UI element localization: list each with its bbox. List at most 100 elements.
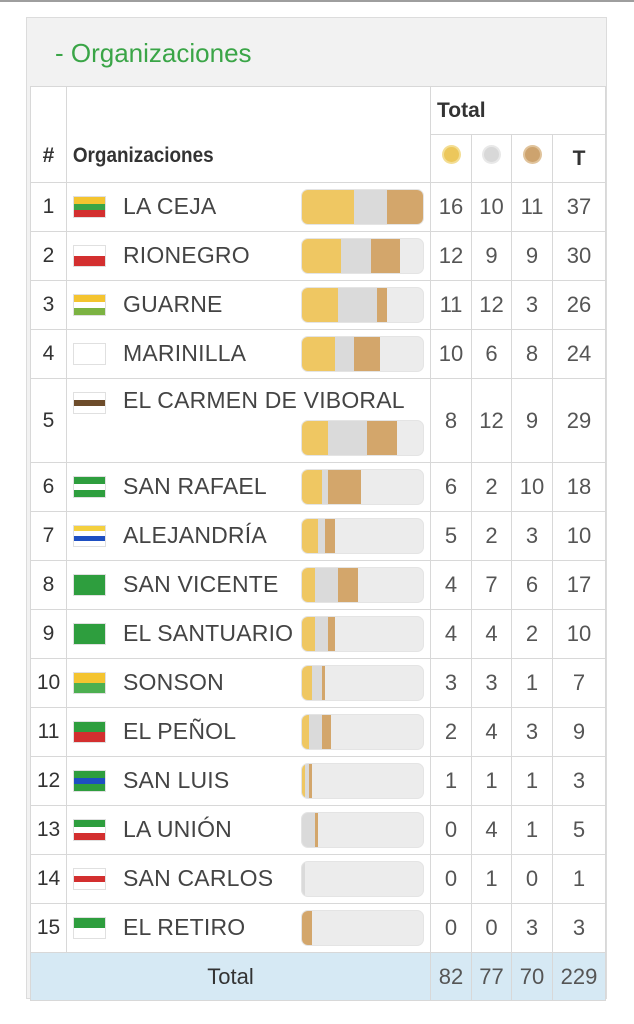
table-row[interactable]: 15 EL RETIRO 0 0 3 3 [30, 903, 607, 953]
organization-cell[interactable]: RIONEGRO [66, 231, 431, 281]
organization-name[interactable]: SAN VICENTE [123, 571, 279, 597]
organization-name[interactable]: EL SANTUARIO [123, 620, 294, 646]
organization-header[interactable]: Organizaciones [66, 86, 395, 183]
bronze-header[interactable] [511, 134, 553, 183]
bronze-segment [321, 666, 325, 700]
silver-segment [328, 421, 368, 455]
organization-name[interactable]: GUARNE [123, 291, 223, 317]
organization-name[interactable]: ALEJANDRÍA [123, 522, 267, 548]
flag-icon [73, 623, 106, 645]
organization-cell[interactable]: ALEJANDRÍA [66, 511, 431, 561]
gold-segment [302, 288, 338, 322]
flag-icon [73, 294, 106, 316]
medal-progress-bar [301, 714, 424, 750]
bronze-count: 2 [511, 609, 553, 659]
rank-cell: 1 [30, 182, 67, 232]
bronze-segment [354, 337, 381, 371]
bronze-count: 3 [511, 903, 553, 953]
organization-cell[interactable]: EL SANTUARIO [66, 609, 431, 659]
organization-cell[interactable]: LA UNIÓN [66, 805, 431, 855]
rank-cell: 6 [30, 462, 67, 512]
section-title[interactable]: - Organizaciones [55, 38, 252, 68]
organization-name[interactable]: LA CEJA [123, 193, 217, 219]
organization-cell[interactable]: EL CARMEN DE VIBORAL [66, 378, 431, 463]
organization-cell[interactable]: SONSON [66, 658, 431, 708]
total-count: 17 [551, 560, 607, 610]
organization-name[interactable]: SAN LUIS [123, 767, 230, 793]
table-row[interactable]: 7 ALEJANDRÍA 5 2 3 10 [30, 511, 607, 561]
gold-segment [302, 190, 355, 224]
table-row[interactable]: 4 MARINILLA 10 6 8 24 [30, 329, 607, 379]
gold-segment [302, 568, 316, 602]
organization-name[interactable]: SONSON [123, 669, 224, 695]
organization-cell[interactable]: MARINILLA [66, 329, 431, 379]
silver-count: 0 [471, 903, 512, 953]
organization-name[interactable]: LA UNIÓN [123, 816, 232, 842]
rank-cell: 9 [30, 609, 67, 659]
table-row[interactable]: 1 LA CEJA 16 10 11 37 [30, 182, 607, 232]
organization-cell[interactable]: EL RETIRO [66, 903, 431, 953]
top-divider [0, 0, 634, 2]
organization-name[interactable]: SAN RAFAEL [123, 473, 267, 499]
gold-segment [302, 337, 335, 371]
table-row[interactable]: 10 SONSON 3 3 1 7 [30, 658, 607, 708]
organization-name[interactable]: SAN CARLOS [123, 865, 274, 891]
flag-icon [73, 245, 106, 267]
gold-header[interactable] [430, 134, 472, 183]
organization-cell[interactable]: SAN CARLOS [66, 854, 431, 904]
total-column-header[interactable]: T [551, 134, 607, 183]
silver-count: 4 [471, 707, 512, 757]
silver-header[interactable] [471, 134, 512, 183]
table-row[interactable]: 14 SAN CARLOS 0 1 0 1 [30, 854, 607, 904]
silver-segment [321, 470, 329, 504]
organizations-panel: - Organizaciones # Organizaciones Total … [26, 17, 607, 1001]
silver-count: 3 [471, 658, 512, 708]
total-count: 37 [551, 182, 607, 232]
total-count: 3 [551, 903, 607, 953]
medal-table: # Organizaciones Total T 1 LA CEJA 16 [30, 86, 607, 1001]
rank-cell: 12 [30, 756, 67, 806]
table-row[interactable]: 3 GUARNE 11 12 3 26 [30, 280, 607, 330]
organization-cell[interactable]: SAN RAFAEL [66, 462, 431, 512]
organization-cell[interactable]: SAN VICENTE [66, 560, 431, 610]
table-row[interactable]: 9 EL SANTUARIO 4 4 2 10 [30, 609, 607, 659]
rank-cell: 7 [30, 511, 67, 561]
table-row[interactable]: 11 EL PEÑOL 2 4 3 9 [30, 707, 607, 757]
rank-cell: 4 [30, 329, 67, 379]
silver-count: 12 [471, 280, 512, 330]
table-row[interactable]: 6 SAN RAFAEL 6 2 10 18 [30, 462, 607, 512]
table-row[interactable]: 8 SAN VICENTE 4 7 6 17 [30, 560, 607, 610]
organization-cell[interactable]: GUARNE [66, 280, 431, 330]
bronze-count: 9 [511, 231, 553, 281]
table-row[interactable]: 5 EL CARMEN DE VIBORAL 8 12 9 29 [30, 378, 607, 463]
medal-progress-bar [301, 189, 424, 225]
organization-name[interactable]: EL RETIRO [123, 914, 246, 940]
total-count: 29 [551, 378, 607, 463]
total-count: 10 [551, 511, 607, 561]
medal-progress-bar [301, 420, 424, 456]
gold-count: 8 [430, 378, 472, 463]
rank-cell: 10 [30, 658, 67, 708]
organization-name[interactable]: MARINILLA [123, 340, 247, 366]
table-row[interactable]: 2 RIONEGRO 12 9 9 30 [30, 231, 607, 281]
flag-icon [73, 672, 106, 694]
organization-cell[interactable]: SAN LUIS [66, 756, 431, 806]
bronze-count: 3 [511, 511, 553, 561]
organization-cell[interactable]: EL PEÑOL [66, 707, 431, 757]
table-row[interactable]: 12 SAN LUIS 1 1 1 3 [30, 756, 607, 806]
organization-name[interactable]: EL PEÑOL [123, 718, 237, 744]
medal-progress-bar [301, 616, 424, 652]
total-silver: 77 [471, 952, 512, 1001]
organization-cell[interactable]: LA CEJA [66, 182, 431, 232]
rank-cell: 2 [30, 231, 67, 281]
flag-icon [73, 392, 106, 414]
organization-name[interactable]: EL CARMEN DE VIBORAL [123, 387, 405, 413]
table-row[interactable]: 13 LA UNIÓN 0 4 1 5 [30, 805, 607, 855]
rank-cell: 8 [30, 560, 67, 610]
gold-segment [302, 715, 309, 749]
total-all: 229 [551, 952, 607, 1001]
gold-count: 4 [430, 560, 472, 610]
organization-name[interactable]: RIONEGRO [123, 242, 250, 268]
silver-segment [334, 337, 355, 371]
total-count: 10 [551, 609, 607, 659]
